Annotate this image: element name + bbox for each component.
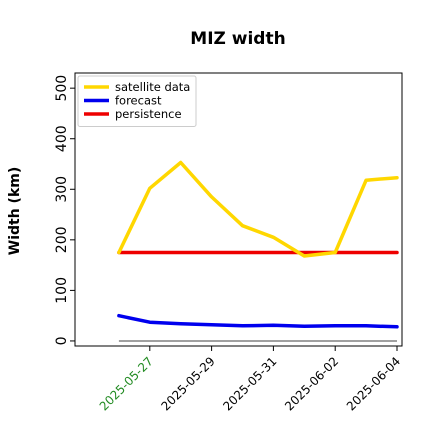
- chart-title: MIZ width: [190, 29, 285, 49]
- legend-label: forecast: [115, 94, 162, 108]
- plot-area: [74, 72, 403, 347]
- series-line-satellite-data: [117, 160, 399, 258]
- y-tick-label: 100: [54, 277, 70, 304]
- x-tick-label: 2025-05-31: [220, 354, 279, 413]
- y-axis-label: Width (km): [7, 167, 23, 256]
- y-tick-label: 200: [54, 226, 70, 253]
- legend-label: satellite data: [115, 80, 190, 94]
- y-tick-label: 500: [54, 75, 70, 102]
- y-tick-label: 300: [54, 176, 70, 203]
- x-tick-label: 2025-06-04: [344, 354, 403, 413]
- series-line-forecast: [117, 313, 399, 329]
- y-tick-label: 400: [54, 125, 70, 152]
- legend-label: persistence: [115, 107, 182, 121]
- y-tick-label: 0: [54, 336, 70, 345]
- x-tick-label: 2025-06-02: [282, 354, 341, 413]
- x-tick-label: 2025-05-29: [159, 354, 218, 413]
- x-tick-label: 2025-05-27: [97, 354, 156, 413]
